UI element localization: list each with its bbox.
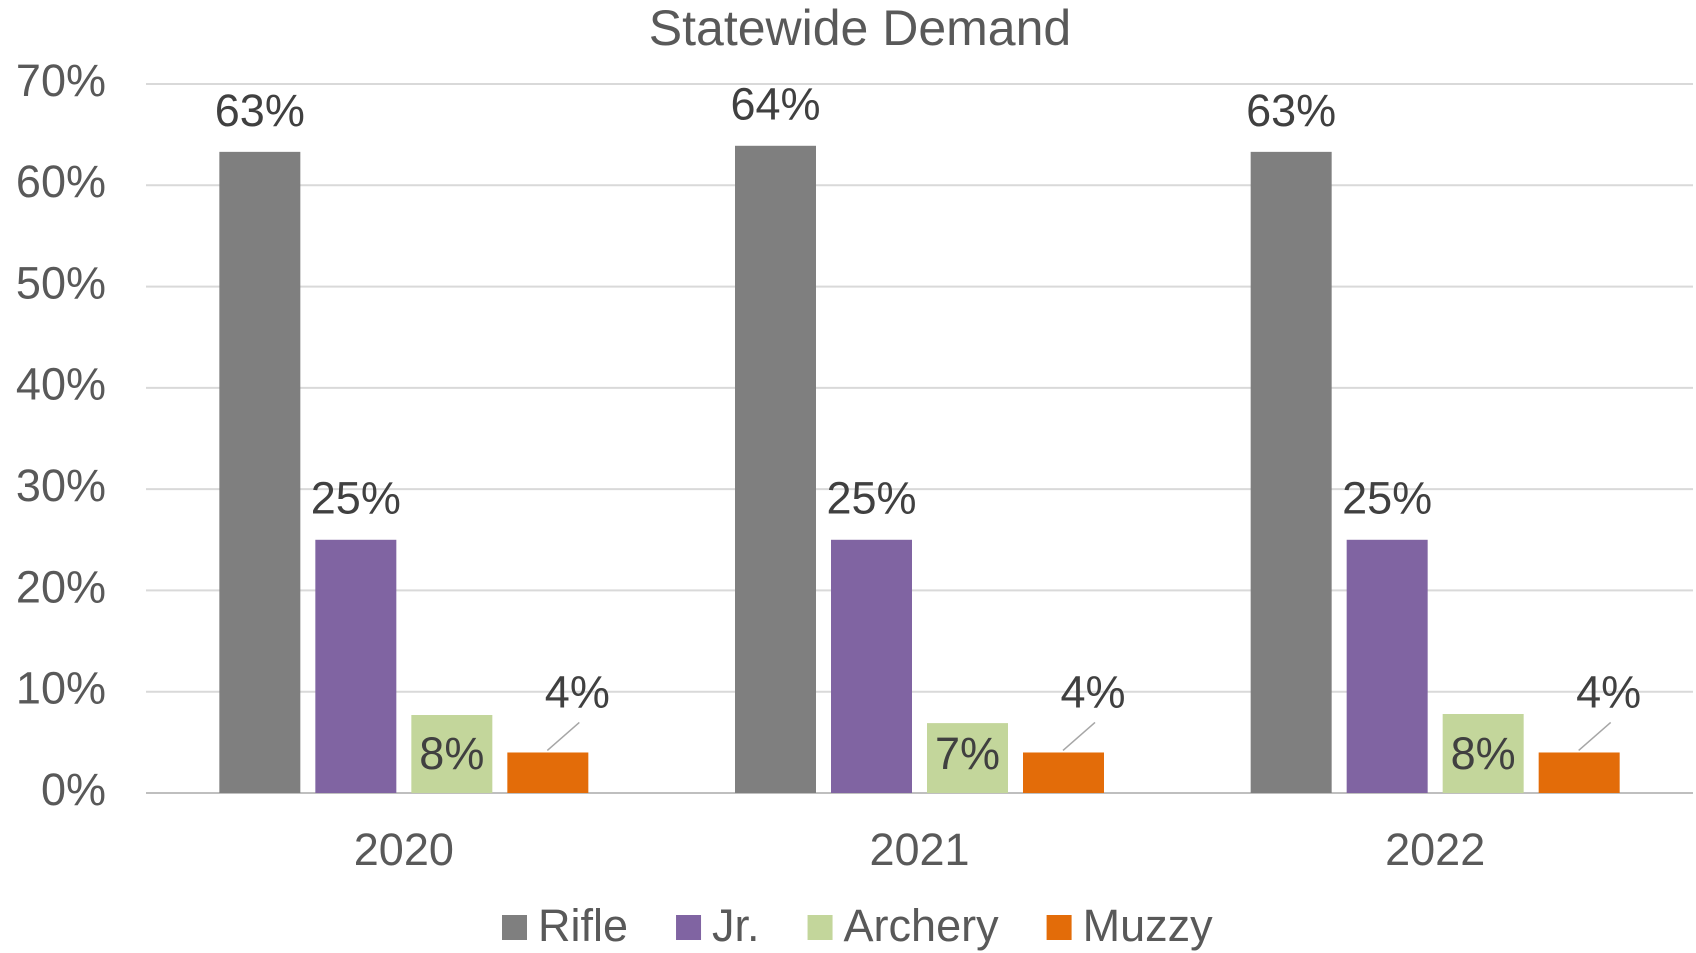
legend-label: Rifle (538, 900, 628, 951)
legend-swatch (1046, 915, 1072, 940)
bar (831, 539, 912, 793)
x-tick-label: 2020 (354, 824, 454, 875)
bar (927, 723, 1008, 793)
y-tick-label: 10% (16, 663, 106, 714)
y-tick-label: 50% (16, 257, 106, 308)
value-label: 8% (419, 728, 484, 779)
legend-swatch (807, 915, 833, 940)
value-label: 25% (1342, 473, 1432, 524)
value-label: 64% (730, 79, 820, 130)
value-label: 63% (215, 85, 305, 136)
x-tick-label: 2022 (1385, 824, 1485, 875)
bar (735, 145, 816, 793)
bar (1250, 151, 1332, 793)
bar (315, 539, 397, 793)
bar (507, 752, 589, 793)
value-label: 4% (1576, 666, 1641, 717)
value-label: 25% (826, 473, 916, 524)
value-label: 63% (1246, 85, 1336, 136)
y-tick-label: 70% (16, 55, 106, 106)
value-label: 8% (1451, 728, 1516, 779)
value-label: 25% (311, 473, 401, 524)
value-label: 4% (545, 666, 610, 717)
y-tick-label: 20% (16, 561, 106, 612)
bar (1442, 713, 1524, 793)
legend-label: Muzzy (1083, 900, 1214, 951)
legend-label: Archery (844, 900, 1000, 951)
legend-swatch (676, 915, 702, 940)
value-label: 7% (935, 728, 1000, 779)
bar (411, 715, 493, 793)
leader-line (1578, 721, 1612, 752)
legend-swatch (502, 915, 527, 940)
bar (1538, 752, 1620, 793)
leader-line (1062, 721, 1096, 752)
bar (1346, 539, 1428, 793)
chart-title: Statewide Demand (649, 0, 1071, 56)
y-tick-label: 0% (41, 764, 106, 815)
x-tick-label: 2021 (869, 824, 969, 875)
y-tick-label: 40% (16, 359, 106, 410)
leader-line (546, 721, 580, 752)
legend-label: Jr. (712, 900, 760, 951)
y-tick-label: 60% (16, 156, 106, 207)
bar (219, 151, 301, 793)
value-label: 4% (1060, 666, 1125, 717)
bar (1023, 752, 1104, 793)
y-tick-label: 30% (16, 460, 106, 511)
